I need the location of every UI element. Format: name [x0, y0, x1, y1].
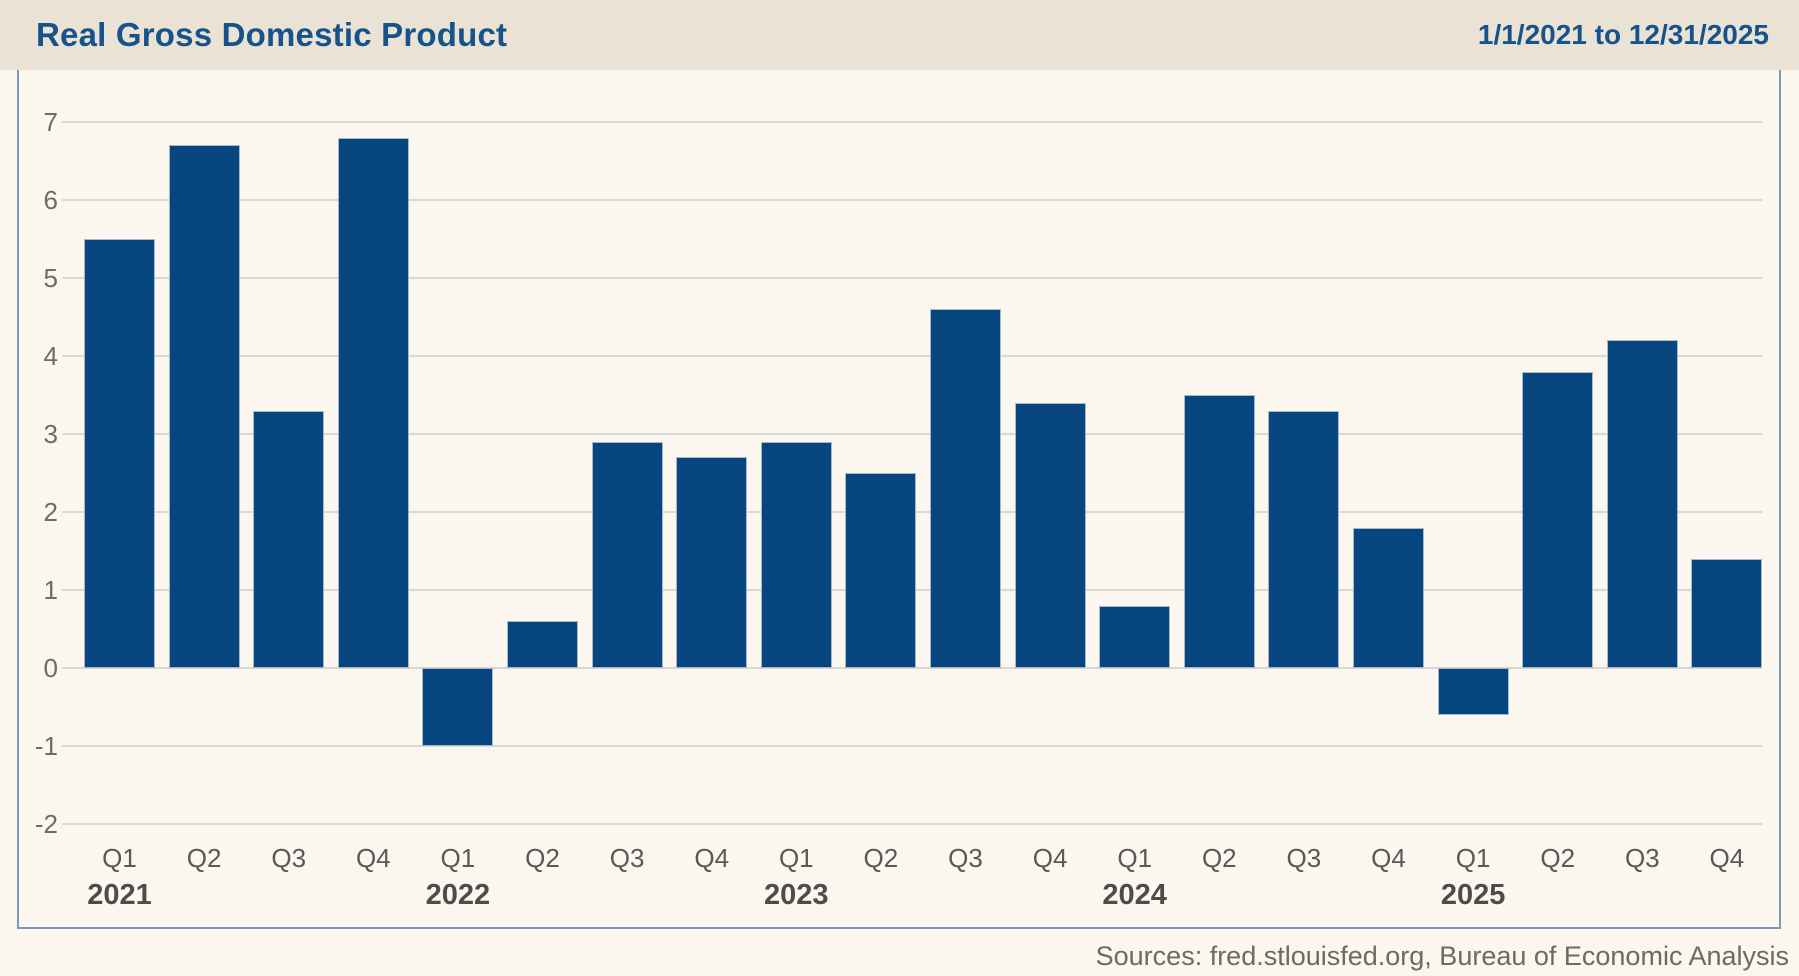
- bar-2025-q1: [1437, 668, 1509, 715]
- x-axis-label-2021-q4: Q4: [355, 843, 391, 873]
- x-axis-year-2021: 2021: [87, 879, 152, 911]
- y-axis-label-5: 5: [43, 263, 58, 293]
- bar-2023-q3: [930, 309, 1001, 668]
- gridline-y-6: [62, 199, 1762, 201]
- bar-2022-q1: [422, 668, 494, 746]
- x-axis-label-2024-q1: Q1: [1117, 843, 1153, 873]
- bar-2025-q2: [1522, 371, 1594, 668]
- y-axis-label-0: 0: [43, 653, 58, 683]
- gridline-y--1: [62, 745, 1762, 747]
- y-axis-label-7: 7: [43, 107, 58, 137]
- bar-2024-q4: [1353, 527, 1424, 668]
- bar-2024-q3: [1268, 410, 1340, 668]
- source-text: Sources: fred.stlouisfed.org, Bureau of …: [1095, 941, 1789, 971]
- x-axis-year-2022: 2022: [425, 879, 491, 911]
- x-axis-year-2024: 2024: [1102, 879, 1167, 911]
- x-axis-year-2023: 2023: [764, 879, 829, 911]
- x-axis-label-2022-q4: Q4: [694, 843, 730, 873]
- gridline-y--2: [62, 823, 1762, 825]
- y-axis-label-3: 3: [43, 419, 58, 449]
- x-axis-label-2024-q4: Q4: [1371, 843, 1406, 873]
- bar-2021-q1: [84, 239, 155, 668]
- chart-header: Real Gross Domestic Product 1/1/2021 to …: [0, 0, 1799, 70]
- x-axis-label-2025-q3: Q3: [1624, 843, 1660, 873]
- bar-2024-q2: [1183, 395, 1255, 668]
- x-axis-label-2023-q2: Q2: [863, 843, 899, 873]
- bar-2022-q3: [591, 441, 663, 668]
- bar-2021-q2: [168, 145, 240, 668]
- x-axis-label-2023-q4: Q4: [1032, 843, 1068, 873]
- bar-2021-q4: [337, 137, 409, 668]
- x-axis-label-2021-q3: Q3: [271, 843, 307, 873]
- gridline-y-5: [62, 277, 1762, 279]
- bar-2024-q1: [1099, 605, 1171, 668]
- bar-2023-q1: [760, 441, 832, 668]
- gridline-y-3: [62, 433, 1762, 435]
- x-axis-label-2022-q2: Q2: [525, 843, 560, 873]
- x-axis-label-2025-q2: Q2: [1540, 843, 1576, 873]
- bar-2022-q2: [507, 621, 578, 668]
- x-axis-label-2024-q3: Q3: [1286, 843, 1322, 873]
- bar-2025-q4: [1691, 558, 1763, 668]
- bar-2023-q4: [1014, 402, 1086, 668]
- x-axis-label-2022-q1: Q1: [440, 843, 476, 873]
- chart-title: Real Gross Domestic Product: [36, 16, 508, 53]
- date-range-label: 1/1/2021 to 12/31/2025: [1477, 19, 1769, 50]
- x-axis-label-2025-q4: Q4: [1709, 843, 1745, 873]
- y-axis-label-6: 6: [43, 185, 58, 215]
- y-axis-label--2: -2: [34, 809, 58, 839]
- gridline-y-0: [62, 667, 1762, 669]
- bar-2023-q2: [845, 473, 917, 668]
- bar-2025-q3: [1606, 340, 1678, 668]
- x-axis-label-2021-q2: Q2: [186, 843, 222, 873]
- x-axis-label-2023-q1: Q1: [778, 843, 814, 873]
- x-axis-label-2025-q1: Q1: [1455, 843, 1491, 873]
- x-axis-label-2021-q1: Q1: [102, 843, 137, 873]
- bar-2022-q4: [676, 457, 748, 668]
- y-axis-label-4: 4: [43, 341, 58, 371]
- x-axis-year-2025: 2025: [1440, 879, 1506, 911]
- gridline-y-7: [62, 121, 1762, 123]
- x-axis-label-2022-q3: Q3: [609, 843, 645, 873]
- y-axis-label--1: -1: [34, 731, 58, 761]
- gridline-y-4: [62, 355, 1762, 357]
- x-axis-label-2024-q2: Q2: [1201, 843, 1237, 873]
- y-axis-label-1: 1: [43, 575, 58, 605]
- y-axis-label-2: 2: [43, 497, 58, 527]
- bar-2021-q3: [253, 410, 325, 668]
- x-axis-label-2023-q3: Q3: [948, 843, 983, 873]
- plot-area: 7 6 5 4 3 2 1 0 -1 -2 Q1 Q2 Q3 Q4 2021 Q1 Q2 Q3 Q4 2022 Q1 Q2…: [17, 70, 1781, 929]
